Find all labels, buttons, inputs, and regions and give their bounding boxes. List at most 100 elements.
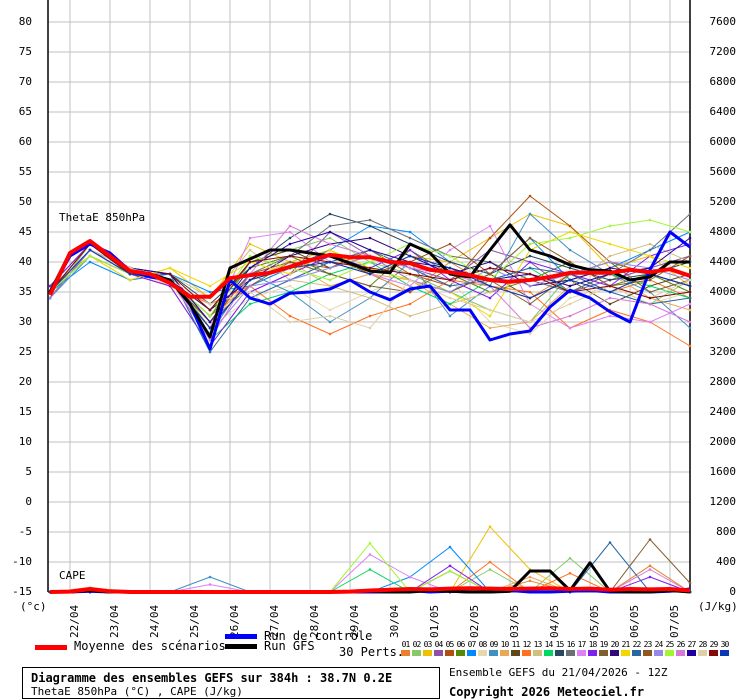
- pert-22-thetae-line-point: [448, 284, 452, 288]
- run-info: Ensemble GEFS du 21/04/2026 - 12Z: [449, 666, 668, 679]
- x-tick-label: 02/05: [468, 604, 481, 638]
- pert-16-thetae-line-point: [648, 248, 652, 252]
- pert-01-cape-line-point: [528, 579, 532, 583]
- pert-22-thetae-line-point: [688, 296, 692, 300]
- pert-24-thetae-line-point: [608, 260, 612, 264]
- pert-28-thetae-line-point: [368, 326, 372, 330]
- pert-legend-number: 19: [599, 640, 609, 649]
- right-tick-label: 3200: [709, 345, 737, 358]
- right-tick-label: 4400: [709, 255, 737, 268]
- pert-25-thetae-line-point: [448, 254, 452, 258]
- pert-21-thetae-line-point: [608, 242, 612, 246]
- pert-17-thetae-line-point: [288, 230, 292, 234]
- x-tick-label: 03/05: [508, 604, 521, 638]
- pert-legend-swatch: [676, 650, 685, 656]
- right-tick-label: 4800: [709, 225, 737, 238]
- pert-03-thetae-line-point: [248, 242, 252, 246]
- right-tick-label: 400: [716, 555, 736, 568]
- pert-09-cape-line-point: [208, 575, 212, 579]
- pert-legend-swatch: [522, 650, 531, 656]
- pert-30-thetae-line-point: [448, 266, 452, 270]
- pert-24-thetae-line-point: [248, 284, 252, 288]
- pert-25-cape-line-point: [448, 569, 452, 573]
- x-tick-label: 05/05: [588, 604, 601, 638]
- pert-26-thetae-line: [49, 225, 691, 341]
- pert-18-thetae-line-point: [488, 296, 492, 300]
- left-axis-unit: (°c): [20, 600, 47, 613]
- pert-22-cape-line-point: [608, 541, 612, 544]
- left-tick-label: 0: [25, 495, 32, 508]
- pert-28-thetae-line-point: [208, 302, 212, 306]
- pert-26-thetae-line-point: [208, 338, 212, 342]
- pert-03-cape-line: [50, 526, 690, 593]
- title-box: Diagramme des ensembles GEFS sur 384h : …: [22, 667, 440, 699]
- left-tick-label: 35: [18, 285, 32, 298]
- pert-24-thetae-line-point: [288, 278, 292, 282]
- pert-01-thetae-line: [49, 249, 691, 317]
- pert-12-thetae-line-point: [408, 302, 412, 306]
- pert-legend-number: 02: [412, 640, 422, 649]
- x-tick-label: 01/05: [428, 604, 441, 638]
- pert-26-thetae-line-point: [648, 302, 652, 306]
- left-tick-label: -15: [12, 585, 32, 598]
- pert-legend-number: 14: [544, 640, 554, 649]
- pert-25-thetae-line-point: [688, 230, 692, 234]
- pert-25-cape-line-point: [368, 541, 372, 545]
- pert-25-thetae-line-point: [88, 254, 92, 258]
- pert-30-thetae-line-point: [528, 296, 532, 300]
- right-tick-label: 2400: [709, 405, 737, 418]
- pert-07-thetae-line-point: [88, 260, 92, 264]
- pert-legend-swatch: [709, 650, 718, 656]
- pert-18-cape-line-point: [648, 575, 652, 579]
- pert-legend-number: 06: [456, 640, 466, 649]
- pert-10-thetae-line-point: [688, 308, 692, 312]
- x-tick-label: 06/05: [628, 604, 641, 638]
- pert-19-cape-line-point: [648, 538, 652, 541]
- left-tick-label: 45: [18, 225, 32, 238]
- pert-28-thetae-line-point: [408, 278, 412, 282]
- pert-13-thetae-line-point: [488, 290, 492, 294]
- pert-30-thetae-line-point: [408, 254, 412, 258]
- pert-15-thetae-line-point: [568, 266, 572, 270]
- pert-29-thetae-line-point: [248, 260, 252, 264]
- pert-legend-number: 10: [500, 640, 510, 649]
- pert-02-cape-line-point: [568, 556, 572, 560]
- pert-21-thetae-line-point: [488, 314, 492, 318]
- pert-08-thetae-line-point: [328, 308, 332, 312]
- pert-legend-number: 15: [555, 640, 565, 649]
- left-tick-label: 40: [18, 255, 32, 268]
- pert-legend-swatch: [478, 650, 487, 656]
- pert-19-cape-line-point: [688, 581, 692, 585]
- pert-03-cape-line-point: [488, 525, 492, 529]
- pert-13-thetae-line-point: [408, 314, 412, 318]
- right-tick-label: 6400: [709, 105, 737, 118]
- right-tick-label: 5600: [709, 165, 737, 178]
- pert-25-thetae-line-point: [248, 254, 252, 258]
- pert-15-thetae-line-point: [288, 236, 292, 240]
- x-tick-label: 04/05: [548, 604, 561, 638]
- x-tick-label: 22/04: [68, 604, 81, 638]
- pert-21-thetae-line-point: [168, 266, 172, 270]
- pert-25-thetae-line-point: [528, 242, 532, 246]
- pert-30-thetae-line-point: [328, 260, 332, 264]
- pert-28-thetae-line-point: [528, 320, 532, 324]
- right-tick-label: 3600: [709, 315, 737, 328]
- pert-21-thetae-line-point: [128, 278, 132, 282]
- pert-22-thetae-line-point: [528, 266, 532, 270]
- thetae-panel-label: ThetaE 850hPa: [59, 211, 146, 224]
- left-tick-label: -10: [12, 555, 32, 568]
- pert-16-thetae-line-point: [328, 224, 332, 228]
- left-tick-label: 50: [18, 195, 32, 208]
- pert-11-thetae-line-point: [608, 302, 612, 306]
- pert-legend-number: 04: [434, 640, 444, 649]
- pert-legend-number: 29: [709, 640, 719, 649]
- pert-30-thetae-line-point: [488, 284, 492, 288]
- pert-legend-swatch: [456, 650, 465, 656]
- x-tick-label: 26/04: [228, 604, 241, 638]
- pert-legend-swatch: [621, 650, 630, 656]
- pert-29-thetae-line-point: [448, 278, 452, 282]
- pert-legend-swatch: [467, 650, 476, 656]
- pert-legend-number: 12: [522, 640, 532, 649]
- pert-legend-number: 05: [445, 640, 455, 649]
- pert-19-thetae-line-point: [408, 290, 412, 294]
